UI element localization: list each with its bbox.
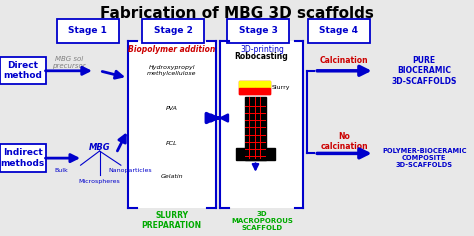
- Text: Calcination: Calcination: [320, 56, 368, 65]
- Text: No
calcination: No calcination: [320, 132, 368, 151]
- Bar: [239, 81, 255, 88]
- Text: Stage 1: Stage 1: [68, 26, 107, 35]
- FancyBboxPatch shape: [57, 19, 118, 42]
- Text: Slurry: Slurry: [272, 85, 290, 90]
- FancyBboxPatch shape: [228, 19, 289, 42]
- Text: Stage 2: Stage 2: [154, 26, 192, 35]
- Text: PURE
BIOCERAMIC
3D-SCAFFOLDS: PURE BIOCERAMIC 3D-SCAFFOLDS: [392, 56, 457, 86]
- Text: Microspheres: Microspheres: [79, 179, 120, 184]
- Text: Stage 4: Stage 4: [319, 26, 358, 35]
- Text: Fabrication of MBG 3D scaffolds: Fabrication of MBG 3D scaffolds: [100, 6, 374, 21]
- FancyBboxPatch shape: [142, 19, 204, 42]
- Text: Robocasting: Robocasting: [235, 52, 288, 61]
- Text: Nanoparticles: Nanoparticles: [109, 168, 152, 173]
- Text: PVA: PVA: [165, 106, 178, 111]
- Bar: [255, 88, 270, 94]
- FancyBboxPatch shape: [308, 19, 370, 42]
- Text: 3D-printing: 3D-printing: [240, 45, 284, 54]
- Text: Hydroxypropyl
methylcellulose: Hydroxypropyl methylcellulose: [147, 65, 196, 76]
- FancyBboxPatch shape: [0, 144, 46, 172]
- Text: SLURRY
PREPARATION: SLURRY PREPARATION: [142, 211, 201, 230]
- Text: Stage 3: Stage 3: [239, 26, 278, 35]
- Text: PCL: PCL: [166, 141, 177, 147]
- Bar: [236, 148, 275, 160]
- Text: POLYMER-BIOCERAMIC
COMPOSITE
3D-SCAFFOLDS: POLYMER-BIOCERAMIC COMPOSITE 3D-SCAFFOLD…: [382, 148, 466, 168]
- Bar: [239, 88, 255, 94]
- Bar: [128, 41, 216, 208]
- FancyBboxPatch shape: [0, 57, 46, 84]
- Text: Biopolymer addition: Biopolymer addition: [128, 45, 215, 54]
- Text: Direct
method: Direct method: [3, 61, 42, 80]
- Bar: [255, 81, 270, 88]
- Bar: [245, 97, 266, 160]
- Text: MBG sol
precursor: MBG sol precursor: [52, 56, 85, 69]
- Bar: [239, 81, 270, 94]
- Text: Gelatin: Gelatin: [160, 174, 183, 180]
- Bar: [220, 41, 303, 208]
- Text: 3D
MACROPOROUS
SCAFFOLD: 3D MACROPOROUS SCAFFOLD: [231, 211, 293, 231]
- Text: Bulk: Bulk: [55, 168, 69, 173]
- Text: MBG: MBG: [89, 143, 110, 152]
- Text: Indirect
methods: Indirect methods: [0, 148, 45, 168]
